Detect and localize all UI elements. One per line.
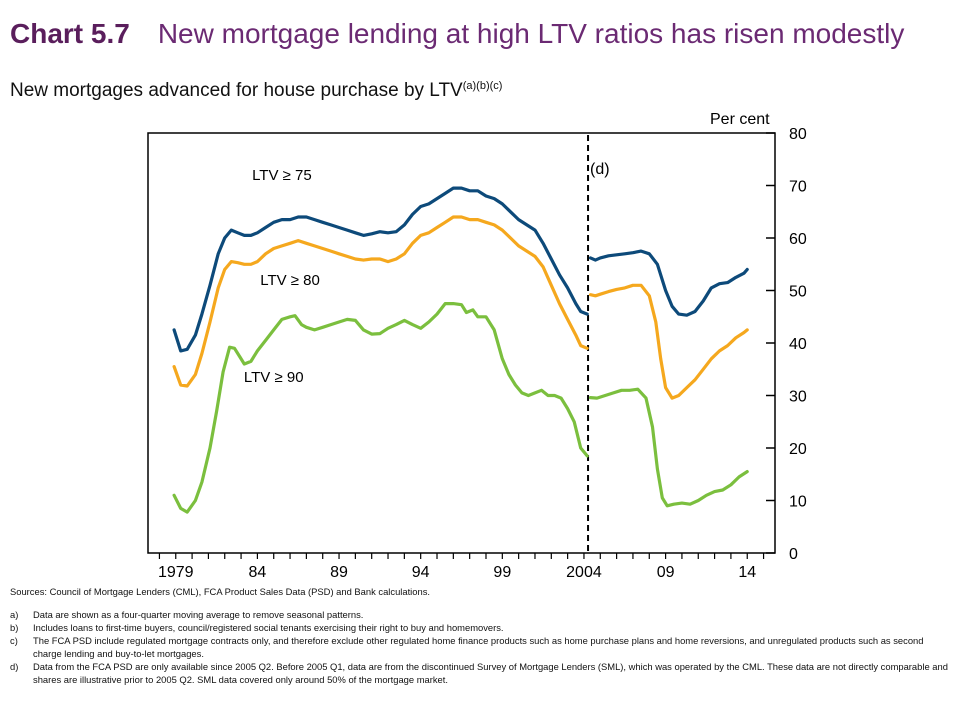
x-tick-label: 2004 (566, 564, 602, 581)
footnote-c: c) The FCA PSD include regulated mortgage… (10, 634, 950, 660)
y-tick-label: 20 (789, 441, 807, 458)
x-tick-label: 09 (657, 564, 675, 581)
footnote-text: Data are shown as a four-quarter moving … (33, 609, 364, 620)
sources-text: Sources: Council of Mortgage Lenders (CM… (10, 586, 430, 597)
chart-number: Chart 5.7 (10, 18, 130, 49)
footnotes: a) Data are shown as a four-quarter movin… (10, 608, 950, 686)
chart-title: New mortgage lending at high LTV ratios … (157, 18, 905, 49)
x-tick-label: 89 (330, 564, 348, 581)
footnote-text: The FCA PSD include regulated mortgage c… (33, 635, 924, 659)
y-tick-label: 80 (789, 126, 807, 143)
x-tick-label: 1979 (158, 564, 194, 581)
footnote-text: Data from the FCA PSD are only available… (33, 661, 948, 685)
series-label-3: LTV ≥ 90 (244, 369, 304, 386)
x-tick-label: 99 (493, 564, 511, 581)
footnote-letter: b) (10, 622, 19, 633)
line-chart: 0 10 20 30 40 50 60 70 80 Per cent 1979 84 89 94 99 200… (147, 111, 807, 581)
y-tick-label: 70 (789, 179, 807, 196)
series-line-3-segment-2 (588, 387, 749, 508)
y-tick-label: 0 (789, 546, 798, 563)
subtitle-text: New mortgages advanced for house purchas… (10, 80, 463, 101)
x-tick-label: 84 (249, 564, 267, 581)
footnote-letter: c) (10, 635, 18, 646)
y-tick-label: 60 (789, 231, 807, 248)
footnote-text: Includes loans to first-time buyers, cou… (33, 622, 504, 633)
x-tick-label: 14 (738, 564, 756, 581)
series-line-2-segment-2 (588, 283, 749, 400)
break-line-label: (d) (590, 161, 610, 178)
footnote-d: d) Data from the FCA PSD are only availab… (10, 660, 950, 686)
chart-heading: Chart 5.7 New mortgage lending at high LT… (10, 18, 950, 50)
series-label-2: LTV ≥ 80 (260, 272, 320, 289)
y-tick-label: 50 (789, 284, 807, 301)
footnote-letter: d) (10, 661, 19, 672)
chart-footer: Sources: Council of Mortgage Lenders (CM… (10, 585, 950, 686)
series-line-2-segment-1 (172, 215, 589, 388)
series-line-3-segment-1 (172, 302, 589, 514)
chart-subtitle: New mortgages advanced for house purchas… (10, 80, 502, 102)
y-axis-label: Per cent (710, 111, 770, 128)
footnote-letter: a) (10, 609, 19, 620)
subtitle-superscript: (a)(b)(c) (462, 80, 503, 92)
footnote-a: a) Data are shown as a four-quarter movin… (10, 608, 950, 621)
x-tick-label: 94 (412, 564, 430, 581)
y-tick-label: 40 (789, 336, 807, 353)
footnote-b: b) Includes loans to first-time buyers, c… (10, 621, 950, 634)
y-tick-label: 10 (789, 494, 807, 511)
series-line-1-segment-1 (172, 186, 589, 353)
series-label-1: LTV ≥ 75 (252, 167, 312, 184)
series-line-1-segment-2 (588, 249, 749, 317)
y-tick-label: 30 (789, 389, 807, 406)
plot-frame (147, 132, 776, 554)
